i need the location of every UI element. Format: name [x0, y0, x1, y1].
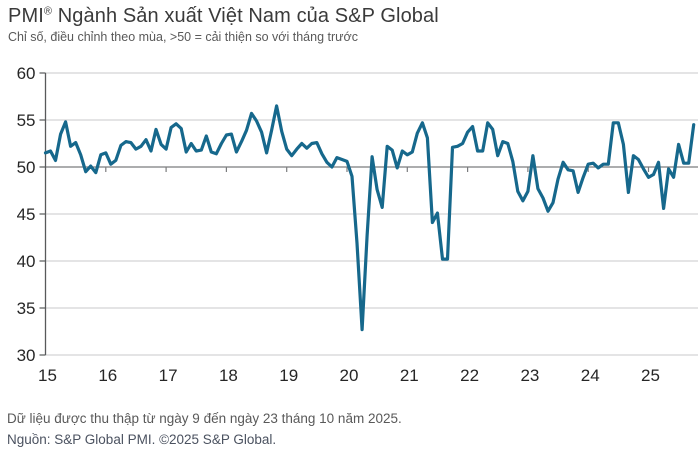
page-title: PMI® Ngành Sản xuất Việt Nam của S&P Glo…: [8, 4, 439, 28]
x-axis-label: 19: [279, 366, 298, 385]
x-axis-label: 17: [159, 366, 178, 385]
y-axis-label: 55: [17, 111, 36, 130]
title-rest: Ngành Sản xuất Việt Nam của S&P Global: [52, 5, 439, 27]
registered-trademark-symbol: ®: [43, 5, 53, 18]
y-axis-label: 35: [17, 299, 36, 318]
pmi-series-line: [43, 104, 696, 332]
y-axis-label: 50: [17, 158, 36, 177]
data-collection-note: Dữ liệu được thu thập từ ngày 9 đến ngày…: [7, 411, 402, 426]
x-axis-label: 23: [520, 366, 539, 385]
chart-subtitle: Chỉ số, điều chỉnh theo mùa, >50 = cải t…: [8, 30, 358, 44]
y-axis-label: 45: [17, 205, 36, 224]
y-axis-label: 40: [17, 252, 36, 271]
x-axis-label: 15: [38, 366, 57, 385]
y-axis-label: 30: [17, 346, 36, 365]
y-axis-label: 60: [17, 64, 36, 83]
x-axis-label: 20: [340, 366, 359, 385]
title-prefix: PMI: [8, 5, 44, 27]
x-axis-label: 16: [98, 366, 117, 385]
x-axis-label: 24: [581, 366, 600, 385]
x-axis-label: 21: [400, 366, 419, 385]
x-axis-label: 18: [219, 366, 238, 385]
x-axis-label: 25: [641, 366, 660, 385]
source-attribution: Nguồn: S&P Global PMI. ©2025 S&P Global.: [7, 432, 277, 447]
x-axis-label: 22: [460, 366, 479, 385]
